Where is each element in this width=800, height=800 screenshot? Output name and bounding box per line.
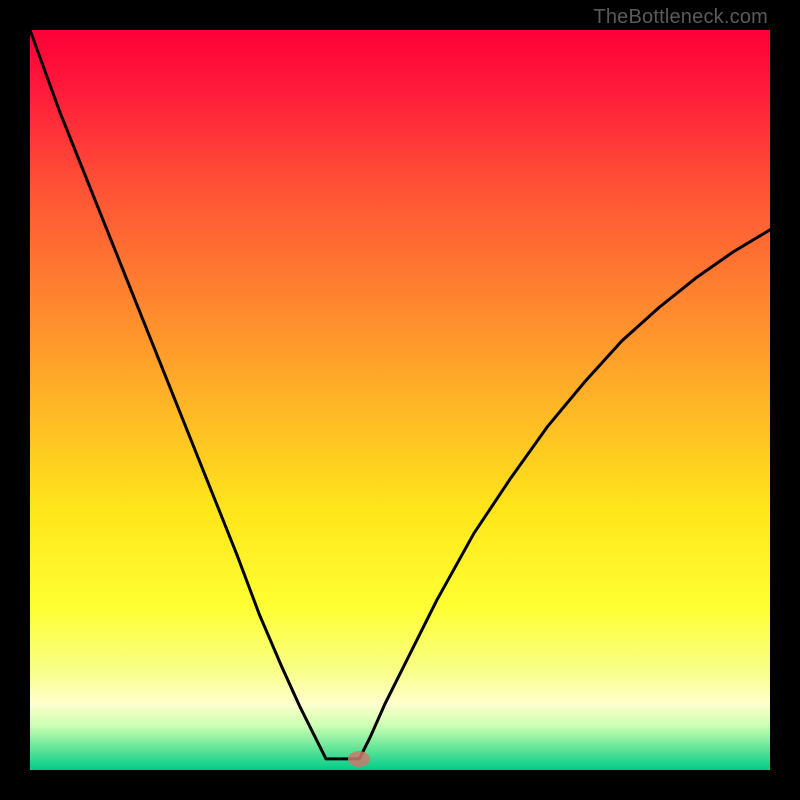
bottleneck-curve [30, 30, 770, 770]
plot-area [30, 30, 770, 770]
watermark-text: TheBottleneck.com [593, 6, 768, 29]
curve-path [30, 30, 770, 759]
optimum-marker [348, 751, 370, 767]
